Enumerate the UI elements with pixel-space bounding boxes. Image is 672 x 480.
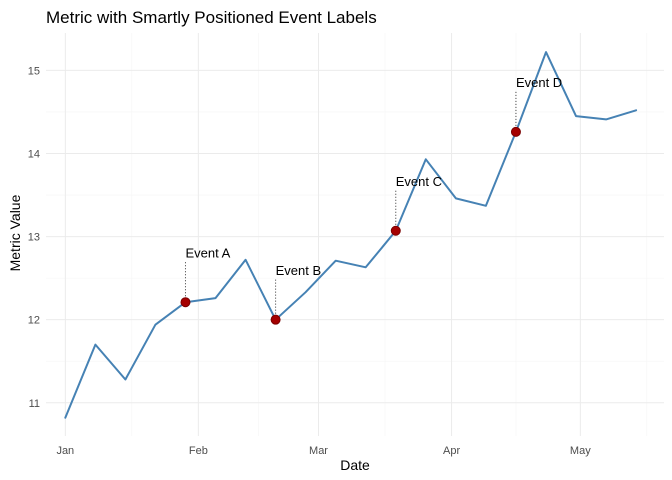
plot-panel: Event A Event B Event C Event D (46, 33, 664, 436)
grid-minor (46, 33, 664, 436)
event-label: Event D (516, 75, 562, 90)
y-tick-label: 15 (28, 65, 40, 77)
y-axis-title: Metric Value (7, 194, 23, 271)
event-label: Event A (185, 245, 230, 260)
event-label: Event B (276, 263, 322, 278)
y-tick-label: 11 (29, 398, 40, 410)
y-tick-label: 14 (28, 148, 40, 160)
series-line (65, 52, 636, 418)
chart-title: Metric with Smartly Positioned Event Lab… (46, 8, 377, 27)
event-marker (271, 315, 280, 324)
x-axis-ticks: Jan Feb Mar Apr May (56, 445, 591, 457)
x-tick-label: May (570, 445, 591, 457)
event-marker (391, 226, 400, 235)
y-tick-label: 13 (28, 232, 40, 244)
x-tick-label: Mar (309, 445, 328, 457)
y-tick-label: 12 (28, 315, 40, 327)
event-label: Event C (396, 174, 442, 189)
x-tick-label: Feb (189, 445, 208, 457)
x-tick-label: Jan (56, 445, 74, 457)
event-marker (511, 127, 520, 136)
event-layer: Event A Event B Event C Event D (181, 75, 562, 324)
series-layer (65, 52, 636, 418)
x-axis-title: Date (340, 457, 370, 473)
y-axis-ticks: 11 12 13 14 15 (28, 65, 40, 409)
grid-major (46, 33, 664, 436)
x-tick-label: Apr (443, 445, 460, 457)
event-marker (181, 298, 190, 307)
